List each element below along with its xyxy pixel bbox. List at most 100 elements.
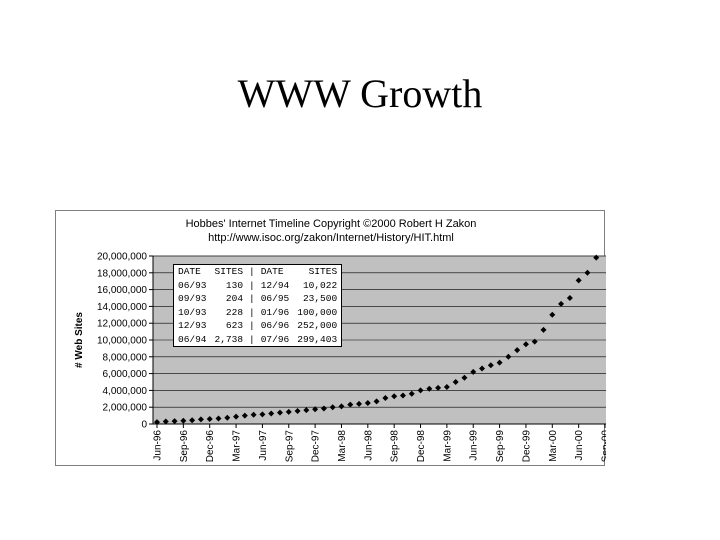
data-point [461,374,468,381]
y-tick-label: 14,000,000 [97,302,147,313]
table-cell: SITES [214,266,244,277]
table-cell: 06/94 [178,333,207,345]
data-point [470,368,477,375]
table-cell: 2,738 [214,333,244,345]
table-cell: 12/94 [260,279,290,291]
table-header-row: DATE SITES | DATE SITES [174,265,342,279]
table-cell: 09/93 [178,293,207,304]
x-tick-label: Jun-99 [469,430,480,461]
chart-title: Hobbes' Internet Timeline Copyright ©200… [56,217,606,245]
x-tick-label: Mar-99 [442,430,453,462]
table-cell: 10/93 [178,306,207,318]
data-point [241,412,248,419]
data-point [259,411,266,418]
data-point [215,415,222,422]
y-axis-label: # Web Sites [74,312,85,368]
table-cell: 623 [225,320,244,331]
y-tick-label: 20,000,000 [97,252,147,263]
data-point [233,413,240,420]
table-cell: | [249,333,255,345]
data-point [514,347,521,354]
data-point [320,405,327,412]
data-point [285,408,292,415]
table-row: 09/93 204 | 06/95 23,500 [174,292,342,306]
y-tick-label: 0 [141,420,147,431]
y-tick-label: 16,000,000 [97,285,147,296]
table-cell: DATE [178,266,201,277]
y-tick-label: 2,000,000 [103,403,148,414]
y-tick-label: 4,000,000 [103,386,148,397]
chart-subtitle-line: http://www.isoc.org/zakon/Internet/Histo… [208,232,454,244]
data-point [189,417,196,424]
slide-title: WWW Growth [237,71,483,116]
table-cell: DATE [260,266,284,277]
data-point [206,415,213,422]
data-point [250,411,257,418]
data-point [479,365,486,372]
table-cell: 252,000 [297,320,338,331]
data-point [575,277,582,284]
y-tick-label: 18,000,000 [97,268,147,279]
x-tick-label: Sep-96 [179,430,190,463]
x-tick-label: Dec-96 [205,430,216,463]
x-tick-label: Sep-99 [495,430,506,463]
x-tick-label: Dec-98 [416,430,427,463]
table-cell: 23,500 [302,293,338,304]
data-point [549,311,556,318]
data-point [399,392,406,399]
table-cell: 204 [225,293,244,304]
data-point [540,326,547,333]
data-point [487,362,494,369]
data-point [329,404,336,411]
data-point [566,295,573,301]
data-point [391,393,398,400]
table-cell: SITES [308,266,338,277]
chart-title-line: Hobbes' Internet Timeline Copyright ©200… [185,218,477,230]
data-point [180,417,187,424]
data-point [417,387,424,394]
x-tick-label: Dec-99 [521,430,532,463]
data-point [162,418,169,425]
data-point [382,394,389,401]
table-cell: 228 [225,306,244,318]
data-point [452,379,459,385]
data-point [522,341,529,348]
table-cell: | [249,320,255,331]
x-tick-label: Jun-98 [363,430,374,461]
x-tick-label: Jun-97 [258,430,269,461]
data-point [505,353,512,360]
table-cell: 01/96 [260,306,290,318]
data-point [171,418,178,425]
data-point [496,359,503,366]
data-point [373,398,380,405]
x-tick-label: Mar-98 [337,430,348,462]
x-tick-label: Jun-00 [574,430,585,461]
x-tick-label: Sep-97 [284,430,295,463]
data-point [276,409,283,416]
table-cell: 06/93 [178,279,207,291]
x-tick-label: Dec-97 [311,430,322,463]
data-point [584,269,591,276]
data-point [338,403,345,410]
data-point [303,407,310,414]
data-point [443,384,450,391]
data-point [364,400,371,406]
data-point [593,254,600,261]
table-cell: 12/93 [178,320,207,331]
data-point [558,300,565,307]
y-tick-label: 6,000,000 [103,369,148,380]
table-cell: 06/96 [260,320,290,331]
data-point [294,407,301,414]
data-point [531,338,538,345]
table-cell: 06/95 [260,293,290,304]
x-tick-label: Mar-00 [548,430,559,462]
data-point [408,390,415,397]
data-point [154,419,160,426]
table-cell: 299,403 [297,333,338,345]
table-cell: | [249,293,255,304]
table-cell: 130 [225,279,244,291]
y-tick-label: 8,000,000 [103,352,148,363]
data-point [435,384,442,391]
x-tick-label: Sep-00 [601,430,607,463]
table-cell: 10,022 [302,279,338,291]
